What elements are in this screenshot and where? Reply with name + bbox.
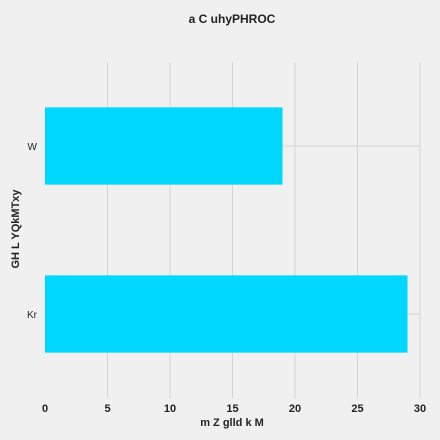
x-axis-title: m Z glld k M bbox=[200, 417, 264, 429]
x-tick-label: 0 bbox=[42, 403, 48, 415]
y-category-label: W bbox=[28, 142, 38, 153]
x-tick-label: 15 bbox=[226, 403, 238, 415]
x-tick-label: 20 bbox=[289, 403, 301, 415]
bars bbox=[45, 107, 408, 353]
bar bbox=[45, 107, 283, 185]
bar bbox=[45, 275, 408, 353]
x-tick-label: 25 bbox=[351, 403, 363, 415]
x-axis-ticks: 0 5 10 15 20 25 30 bbox=[42, 403, 426, 415]
y-category-label: Kr bbox=[27, 310, 38, 321]
chart-title: a C uhyPHROC bbox=[189, 12, 276, 26]
x-tick-label: 10 bbox=[164, 403, 176, 415]
y-axis-title: GH L YQkMTxy bbox=[10, 189, 22, 269]
y-axis-categories: W Kr bbox=[27, 142, 38, 321]
x-tick-label: 5 bbox=[104, 403, 110, 415]
x-tick-label: 30 bbox=[414, 403, 426, 415]
